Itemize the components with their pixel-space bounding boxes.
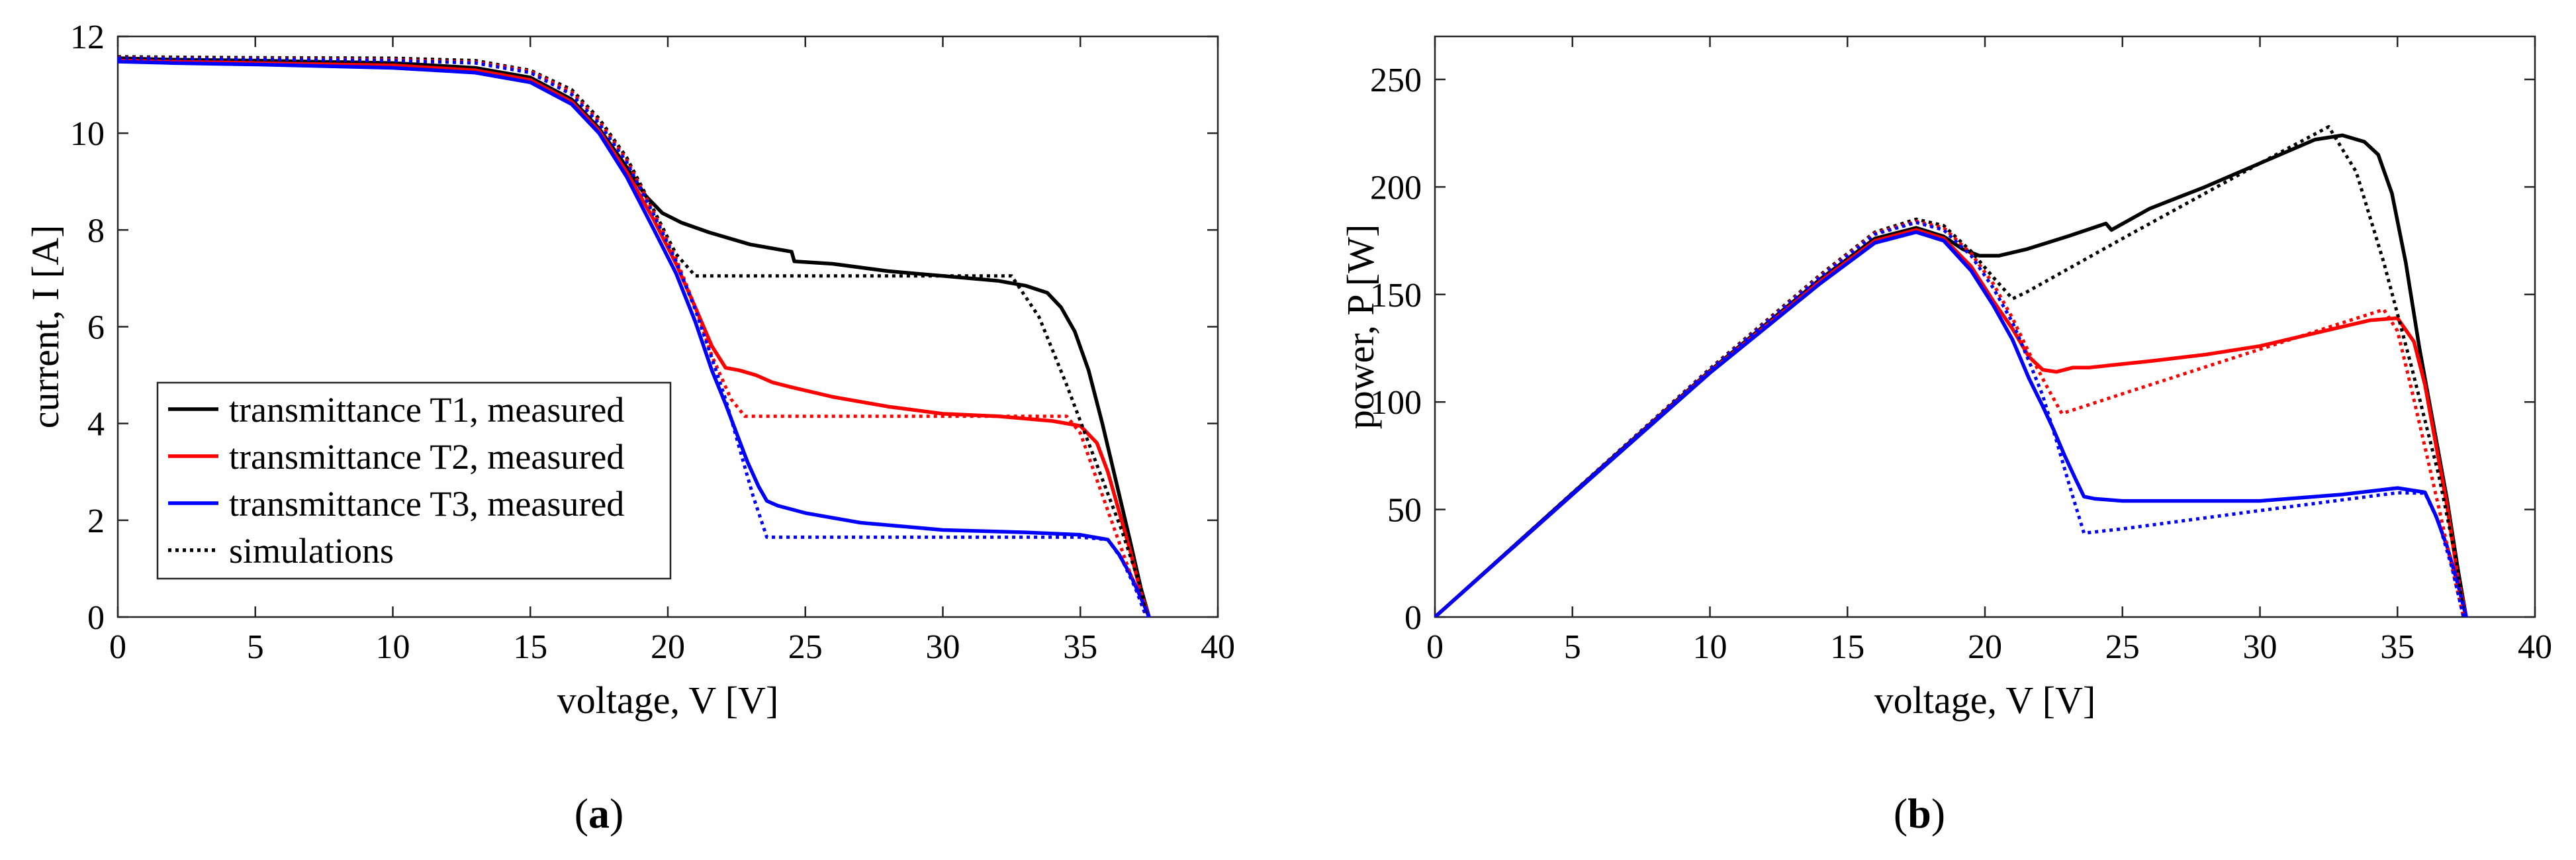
x-tick-label: 25	[788, 628, 823, 666]
y-tick-label: 0	[1404, 599, 1422, 637]
caption-letter: a	[588, 790, 610, 837]
x-tick-label: 5	[247, 628, 264, 666]
x-tick-label: 15	[513, 628, 547, 666]
y-tick-label: 100	[1370, 384, 1422, 422]
panel-caption: (b)	[1894, 790, 1945, 837]
x-axis-label: voltage, V [V]	[1874, 679, 2096, 722]
caption-letter: b	[1908, 790, 1931, 837]
series-line-transmittance-t2-measured	[1435, 228, 2468, 617]
x-tick-label: 30	[926, 628, 960, 666]
series-line-simulations-0000ff	[118, 56, 1148, 617]
legend-entry-label: transmittance T3, measured	[229, 484, 624, 524]
y-tick-label: 10	[70, 115, 105, 153]
x-axis-label: voltage, V [V]	[557, 679, 779, 722]
legend-entry-label: transmittance T2, measured	[229, 437, 624, 477]
legend-box	[156, 381, 672, 580]
y-tick-label: 50	[1387, 492, 1422, 530]
y-tick-label: 4	[87, 406, 105, 444]
y-tick-label: 0	[87, 599, 105, 637]
y-axis-label: power, P [W]	[1339, 224, 1382, 430]
y-tick-label: 2	[87, 502, 105, 540]
x-tick-label: 30	[2243, 628, 2277, 666]
y-tick-label: 6	[87, 309, 105, 347]
y-tick-label: 8	[87, 212, 105, 250]
panel-b: 0 5 10 15 20 25 30 35 40 0 50 100 150 200 250 voltage, …	[1339, 35, 2552, 837]
x-tick-label: 0	[1426, 628, 1444, 666]
x-tick-label: 40	[1201, 628, 1235, 666]
x-tick-label: 10	[1693, 628, 1727, 666]
caption-close-paren: )	[1931, 790, 1945, 837]
y-tick-label: 250	[1370, 62, 1422, 99]
y-axis-label: current, I [A]	[24, 225, 67, 429]
x-tick-label: 20	[1968, 628, 2002, 666]
series-group	[1435, 124, 2468, 617]
x-tick-label: 25	[2105, 628, 2140, 666]
panel-a: 0 5 10 15 20 25 30 35 40 0 2 4 6 8 10 12 voltage, V [V] c…	[24, 19, 1235, 837]
series-line-simulations-0000ff	[1435, 220, 2465, 617]
series-line-transmittance-t3-measured	[1435, 230, 2468, 617]
legend: transmittance T1, measured transmittance …	[156, 381, 672, 580]
series-line-transmittance-t2-measured	[118, 58, 1151, 617]
series-group	[118, 55, 1151, 617]
x-tick-label: 5	[1564, 628, 1581, 666]
x-tick-label: 15	[1830, 628, 1864, 666]
plot-area	[1434, 35, 2536, 618]
legend-entry-label: transmittance T1, measured	[229, 390, 624, 430]
y-tick-label: 150	[1370, 277, 1422, 314]
x-tick-label: 35	[2380, 628, 2415, 666]
y-tick-label: 12	[70, 19, 105, 56]
x-tick-label: 20	[651, 628, 685, 666]
panel-caption: (a)	[575, 790, 624, 837]
caption-close-paren: )	[610, 790, 623, 837]
legend-entry-label: simulations	[229, 531, 394, 571]
caption-open-paren: (	[575, 790, 588, 837]
caption-open-paren: (	[1894, 790, 1908, 837]
x-tick-label: 35	[1063, 628, 1097, 666]
x-tick-label: 0	[109, 628, 126, 666]
x-tick-label: 40	[2518, 628, 2552, 666]
y-tick-label: 200	[1370, 169, 1422, 207]
series-line-transmittance-t1-measured	[1435, 133, 2468, 617]
x-tick-label: 10	[376, 628, 410, 666]
series-line-transmittance-t1-measured	[118, 56, 1151, 617]
